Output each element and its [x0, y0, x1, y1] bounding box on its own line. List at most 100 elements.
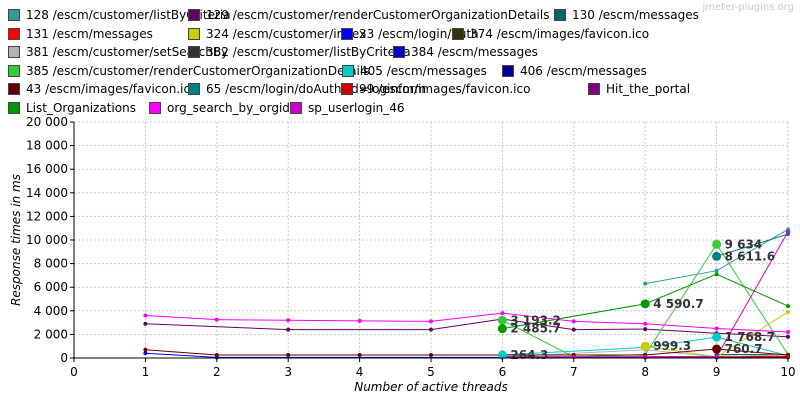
legend-item: 43 /escm/images/favicon.ico [8, 81, 197, 97]
legend-item: 128 /escm/customer/listByCriteria [8, 7, 231, 23]
legend-label: org_search_by_orgid [167, 100, 290, 115]
legend-label: 128 /escm/customer/listByCriteria [26, 8, 231, 22]
x-tick-label: 9 [713, 365, 721, 379]
series [143, 347, 790, 358]
legend-label: 381 /escm/customer/setSearchBy [26, 45, 229, 59]
legend-label: 130 /escm/messages [572, 8, 699, 22]
watermark: jmeter-plugins.org [702, 2, 794, 13]
data-point [786, 309, 790, 314]
data-point [786, 334, 790, 339]
legend-label: 385 /escm/customer/renderCustomerOrganiz… [26, 63, 370, 78]
y-tick-label: 8 000 [34, 257, 68, 271]
legend-item: Hit_the_portal [588, 81, 690, 97]
legend-swatch [341, 27, 353, 40]
highlight-point [640, 341, 650, 351]
series-line [716, 233, 789, 257]
legend-label: 324 /escm/customer/index [206, 26, 367, 41]
highlight-point [497, 350, 507, 360]
y-tick-label: 2 000 [34, 327, 68, 341]
y-tick-label: 6 000 [34, 280, 68, 294]
legend-swatch [8, 83, 20, 95]
data-point [143, 351, 148, 356]
data-label: 4 590.7 [653, 297, 703, 311]
x-tick-label: 6 [499, 365, 507, 379]
y-tick-label: 0 [60, 351, 68, 365]
legend-item: 405 /escm/messages [342, 63, 487, 79]
legend-swatch [8, 64, 20, 77]
data-point [286, 353, 291, 358]
data-label: 999.3 [653, 339, 691, 353]
data-label: 9 634 [725, 237, 763, 251]
legend-swatch [290, 101, 302, 114]
y-tick-label: 18 000 [26, 139, 68, 153]
legend-swatch [8, 101, 20, 114]
legend-swatch [502, 64, 514, 77]
highlight-point [712, 251, 722, 261]
data-label: 760.7 [725, 342, 763, 356]
y-tick-label: 4 000 [34, 304, 68, 318]
data-label: 2 485.7 [510, 322, 560, 336]
legend-item: 324 /escm/customer/index [188, 26, 366, 42]
data-point [786, 330, 790, 335]
series-line [145, 348, 789, 356]
series-line [502, 336, 789, 357]
data-point [500, 311, 505, 316]
legend-item: sp_userlogin_46 [290, 100, 405, 116]
legend-label: 99 /escm/images/favicon.ico [359, 82, 531, 96]
series-line [145, 312, 789, 333]
legend-label: 406 /escm/messages [520, 63, 647, 78]
legend-item: 130 /escm/messages [554, 7, 699, 23]
legend-item: 406 /escm/messages [502, 63, 647, 79]
x-tick-label: 8 [641, 365, 649, 379]
data-label: 8 611.6 [725, 249, 775, 263]
data-point [571, 327, 576, 332]
legend-swatch [188, 9, 200, 21]
highlight-point [712, 344, 722, 354]
legend-label: sp_userlogin_46 [308, 100, 405, 115]
legend-swatch [8, 46, 20, 58]
data-point [143, 313, 148, 318]
x-tick-label: 7 [570, 365, 578, 379]
highlight-point [712, 332, 722, 342]
y-tick-label: 12 000 [26, 209, 68, 223]
highlight-point [497, 324, 507, 334]
legend-swatch [188, 27, 200, 40]
legend-item: 131 /escm/messages [8, 26, 153, 42]
legend-swatch [393, 46, 405, 58]
data-point [786, 304, 790, 309]
data-point [714, 268, 719, 273]
x-tick-label: 10 [780, 365, 795, 379]
legend-swatch [188, 46, 200, 58]
legend-item: 384 /escm/messages [393, 44, 538, 60]
data-label: 264.3 [510, 348, 548, 362]
legend-swatch [452, 27, 464, 40]
y-tick-label: 16 000 [26, 162, 68, 176]
legend-swatch [588, 83, 600, 95]
legend-label: 374 /escm/images/favicon.ico [470, 26, 650, 41]
legend-label: 43 /escm/images/favicon.ico [26, 82, 198, 96]
x-tick-label: 3 [284, 365, 292, 379]
highlight-point [640, 299, 650, 309]
data-point [429, 353, 433, 358]
legend-item: 129 /escm/customer/renderCustomerOrganiz… [188, 7, 549, 23]
legend-label: 384 /escm/messages [411, 45, 538, 59]
legend-swatch [8, 27, 20, 40]
series-line [502, 273, 789, 330]
data-point [214, 353, 219, 358]
data-point [643, 321, 648, 326]
y-tick-label: 20 000 [26, 115, 68, 129]
data-point [357, 318, 362, 323]
data-point [714, 272, 719, 277]
data-point [571, 319, 576, 324]
legend-item: 33 /escm/login/auth [341, 26, 479, 42]
x-tick-label: 4 [356, 365, 364, 379]
legend-item: 99 /escm/images/favicon.ico [341, 81, 530, 97]
y-axis-title: Response times in ms [9, 174, 23, 306]
data-label: 1 768.7 [725, 330, 775, 344]
data-point [143, 347, 148, 352]
data-point [429, 327, 433, 332]
legend-swatch [8, 9, 20, 21]
data-point [286, 327, 291, 332]
